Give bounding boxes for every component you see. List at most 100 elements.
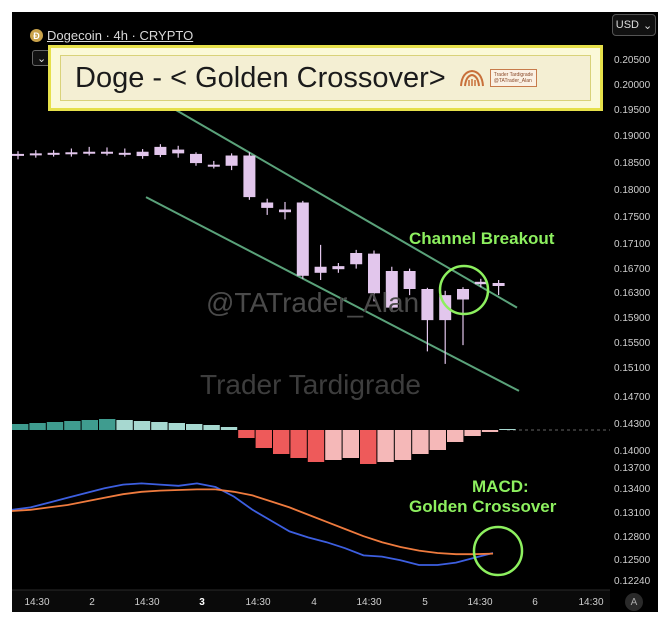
macd-crossover-circle xyxy=(472,525,524,577)
candle xyxy=(474,278,487,288)
time-tick-label: 6 xyxy=(532,597,538,608)
time-tick-label: 3 xyxy=(199,597,205,608)
price-tick-label: 0.12800 xyxy=(614,532,651,543)
candle xyxy=(403,268,416,296)
candle xyxy=(314,244,327,280)
candle xyxy=(350,249,363,269)
histogram-bar xyxy=(116,420,133,430)
signal-line xyxy=(12,488,494,556)
candle xyxy=(118,148,131,157)
candle xyxy=(457,287,469,346)
histogram-bar xyxy=(133,421,151,430)
channel-breakout-label: Channel Breakout xyxy=(409,229,555,248)
candle xyxy=(421,287,434,352)
histogram-bar xyxy=(168,423,185,430)
macd-line xyxy=(12,482,494,566)
brand-watermark: Trader Tardigrade xyxy=(200,369,421,400)
histogram-bar xyxy=(203,425,220,430)
price-tick-label: 0.16300 xyxy=(614,288,651,299)
candle xyxy=(243,152,256,200)
time-tick-label: 14:30 xyxy=(245,597,270,608)
histogram-bar xyxy=(99,419,116,430)
macd-label-line1: MACD: xyxy=(472,477,529,496)
candle xyxy=(12,151,24,160)
candle xyxy=(492,280,505,296)
time-tick-label: 14:30 xyxy=(134,597,159,608)
histogram-bar xyxy=(464,430,481,436)
histogram-bar xyxy=(429,430,446,450)
histogram-bar xyxy=(307,430,325,462)
time-tick-label: 14:30 xyxy=(356,597,381,608)
price-tick-label: 0.14700 xyxy=(614,392,651,403)
price-tick-label: 0.13400 xyxy=(614,484,651,495)
symbol-label[interactable]: Dogecoin · 4h · CRYPTO xyxy=(47,28,194,43)
chart-frame: @TATrader_Alan Trader Tardigrade Channel… xyxy=(12,12,610,612)
time-tick-label: 14:30 xyxy=(467,597,492,608)
histogram-bar xyxy=(29,423,46,430)
candle xyxy=(296,200,309,279)
price-tick-label: 0.20500 xyxy=(614,55,651,66)
candle xyxy=(225,153,238,171)
candle xyxy=(136,149,149,159)
currency-selector[interactable]: USD ⌄ xyxy=(612,14,656,36)
candle xyxy=(368,250,380,302)
histogram-bar xyxy=(220,427,238,430)
price-tick-label: 0.20000 xyxy=(614,80,651,91)
candle xyxy=(385,266,398,312)
histogram-bar xyxy=(481,430,499,432)
tardigrade-logo-card: Trader Tardigrade @TATrader_Alan xyxy=(489,69,538,87)
price-tick-label: 0.15100 xyxy=(614,363,651,374)
chevron-down-icon: ⌄ xyxy=(643,19,653,32)
time-tick-label: 14:30 xyxy=(24,597,49,608)
banner-title: Doge - < Golden Crossover> xyxy=(75,61,446,94)
histogram-bar xyxy=(412,430,429,454)
candle xyxy=(83,146,96,156)
auto-scale-button[interactable]: A xyxy=(625,593,643,611)
candle xyxy=(261,198,274,215)
time-tick-label: 5 xyxy=(422,597,428,608)
price-tick-label: 0.15500 xyxy=(614,338,651,349)
chevron-down-icon: ⌄ xyxy=(37,52,47,65)
price-tick-label: 0.18000 xyxy=(614,185,651,196)
tardigrade-logo: Trader Tardigrade @TATrader_Alan xyxy=(458,68,538,88)
histogram-bar xyxy=(151,422,168,430)
candle xyxy=(65,148,78,157)
candle xyxy=(29,150,42,158)
price-axis[interactable]: 0.20500 0.20000 0.19500 0.19000 0.18500 0.180… xyxy=(610,12,658,612)
candle xyxy=(154,144,167,158)
price-tick-label: 0.13700 xyxy=(614,463,651,474)
candle xyxy=(207,160,220,169)
dogecoin-logo-icon: Ð xyxy=(30,29,43,42)
histogram-bar xyxy=(290,430,307,458)
histogram-bar xyxy=(186,424,203,430)
candle xyxy=(279,201,291,220)
histogram-bar xyxy=(12,424,29,430)
price-tick-label: 0.17500 xyxy=(614,212,651,223)
candle xyxy=(172,145,185,158)
histogram-bar xyxy=(377,430,394,462)
histogram-bar xyxy=(447,430,464,442)
chart-canvas: @TATrader_Alan Trader Tardigrade Channel… xyxy=(12,94,610,612)
currency-label: USD xyxy=(615,19,639,31)
channel-lower-line xyxy=(145,196,520,392)
title-banner: Doge - < Golden Crossover> Trader Tardig… xyxy=(48,45,603,111)
time-tick-label: 14:30 xyxy=(578,597,603,608)
price-tick-label: 0.12500 xyxy=(614,555,651,566)
price-axis-canvas: 0.20500 0.20000 0.19500 0.19000 0.18500 0.180… xyxy=(614,55,651,587)
histogram-bar xyxy=(273,430,290,454)
macd-label-line2: Golden Crossover xyxy=(409,497,557,516)
histogram-bar xyxy=(325,430,342,460)
tardigrade-icon xyxy=(459,69,484,87)
candle xyxy=(439,290,452,364)
time-tick-label: 2 xyxy=(89,597,95,608)
price-tick-label: 0.14300 xyxy=(614,419,651,430)
price-tick-label: 0.18500 xyxy=(614,158,651,169)
price-tick-label: 0.12240 xyxy=(614,576,651,587)
price-tick-label: 0.15900 xyxy=(614,313,651,324)
time-tick-label: 4 xyxy=(311,597,317,608)
histogram-bar xyxy=(81,420,98,430)
price-tick-label: 0.16700 xyxy=(614,264,651,275)
histogram-bar xyxy=(238,430,255,438)
price-tick-label: 0.19000 xyxy=(614,131,651,142)
symbol-bar[interactable]: Ð Dogecoin · 4h · CRYPTO xyxy=(30,28,193,43)
